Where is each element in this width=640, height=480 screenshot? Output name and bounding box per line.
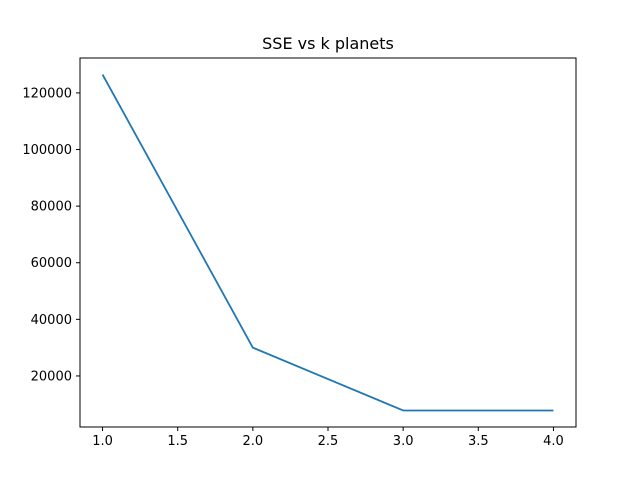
x-tick-label: 1.5 [167,434,188,449]
y-tick-label: 40000 [31,313,72,328]
y-tick-label: 80000 [31,200,72,215]
x-tick-label: 3.0 [393,434,414,449]
chart-title: SSE vs k planets [262,34,394,53]
y-tick-label: 20000 [31,369,72,384]
x-tick-label: 4.0 [543,434,564,449]
y-tick-label: 60000 [31,256,72,271]
x-tick-label: 3.5 [468,434,489,449]
plot-area: 1.0 1.5 2.0 2.5 3.0 3.5 4.0 20000 40000 60000 8000… [22,57,577,449]
y-tick-label: 100000 [22,143,72,158]
x-tick-label: 2.0 [243,434,264,449]
axes-frame [79,57,577,428]
x-tick-label: 1.0 [92,434,113,449]
y-tick-label: 120000 [22,86,72,101]
series-line [101,74,554,412]
x-tick-label: 2.5 [318,434,339,449]
